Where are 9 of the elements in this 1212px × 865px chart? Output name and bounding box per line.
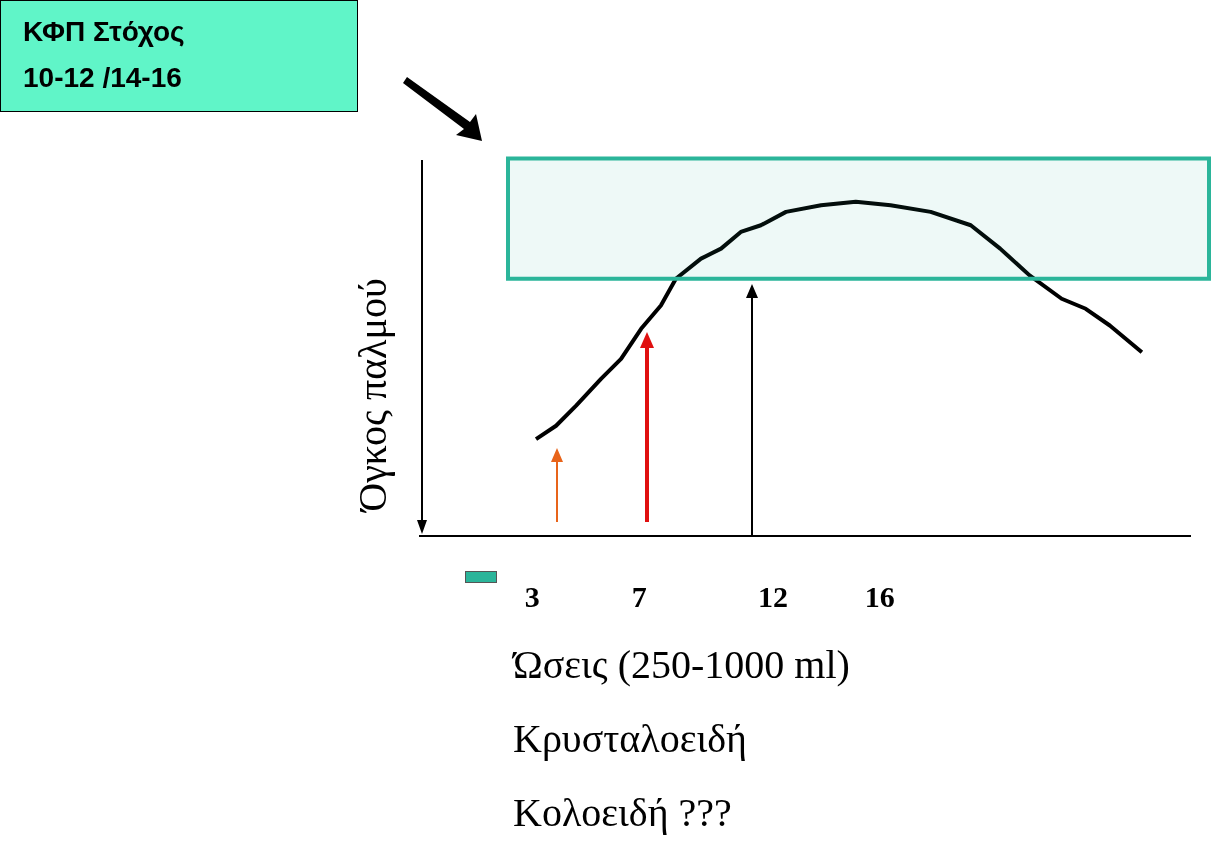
x-tick-label: 7 — [631, 579, 647, 613]
y-axis-title: Όγκος παλμού — [348, 278, 396, 512]
x-tick-label: 3 — [524, 579, 540, 613]
text: Κολοειδή ??? — [513, 789, 733, 837]
text: Κρυσταλοειδή — [513, 715, 748, 763]
x-tick-label: 12 — [757, 579, 788, 613]
x-tick-label: 16 — [864, 579, 895, 613]
x-axis-title: Ώσεις (250-1000 ml) — [513, 641, 850, 689]
text: ΚΦΠ Στόχος 10-12 /14-16 — [0, 0, 358, 112]
